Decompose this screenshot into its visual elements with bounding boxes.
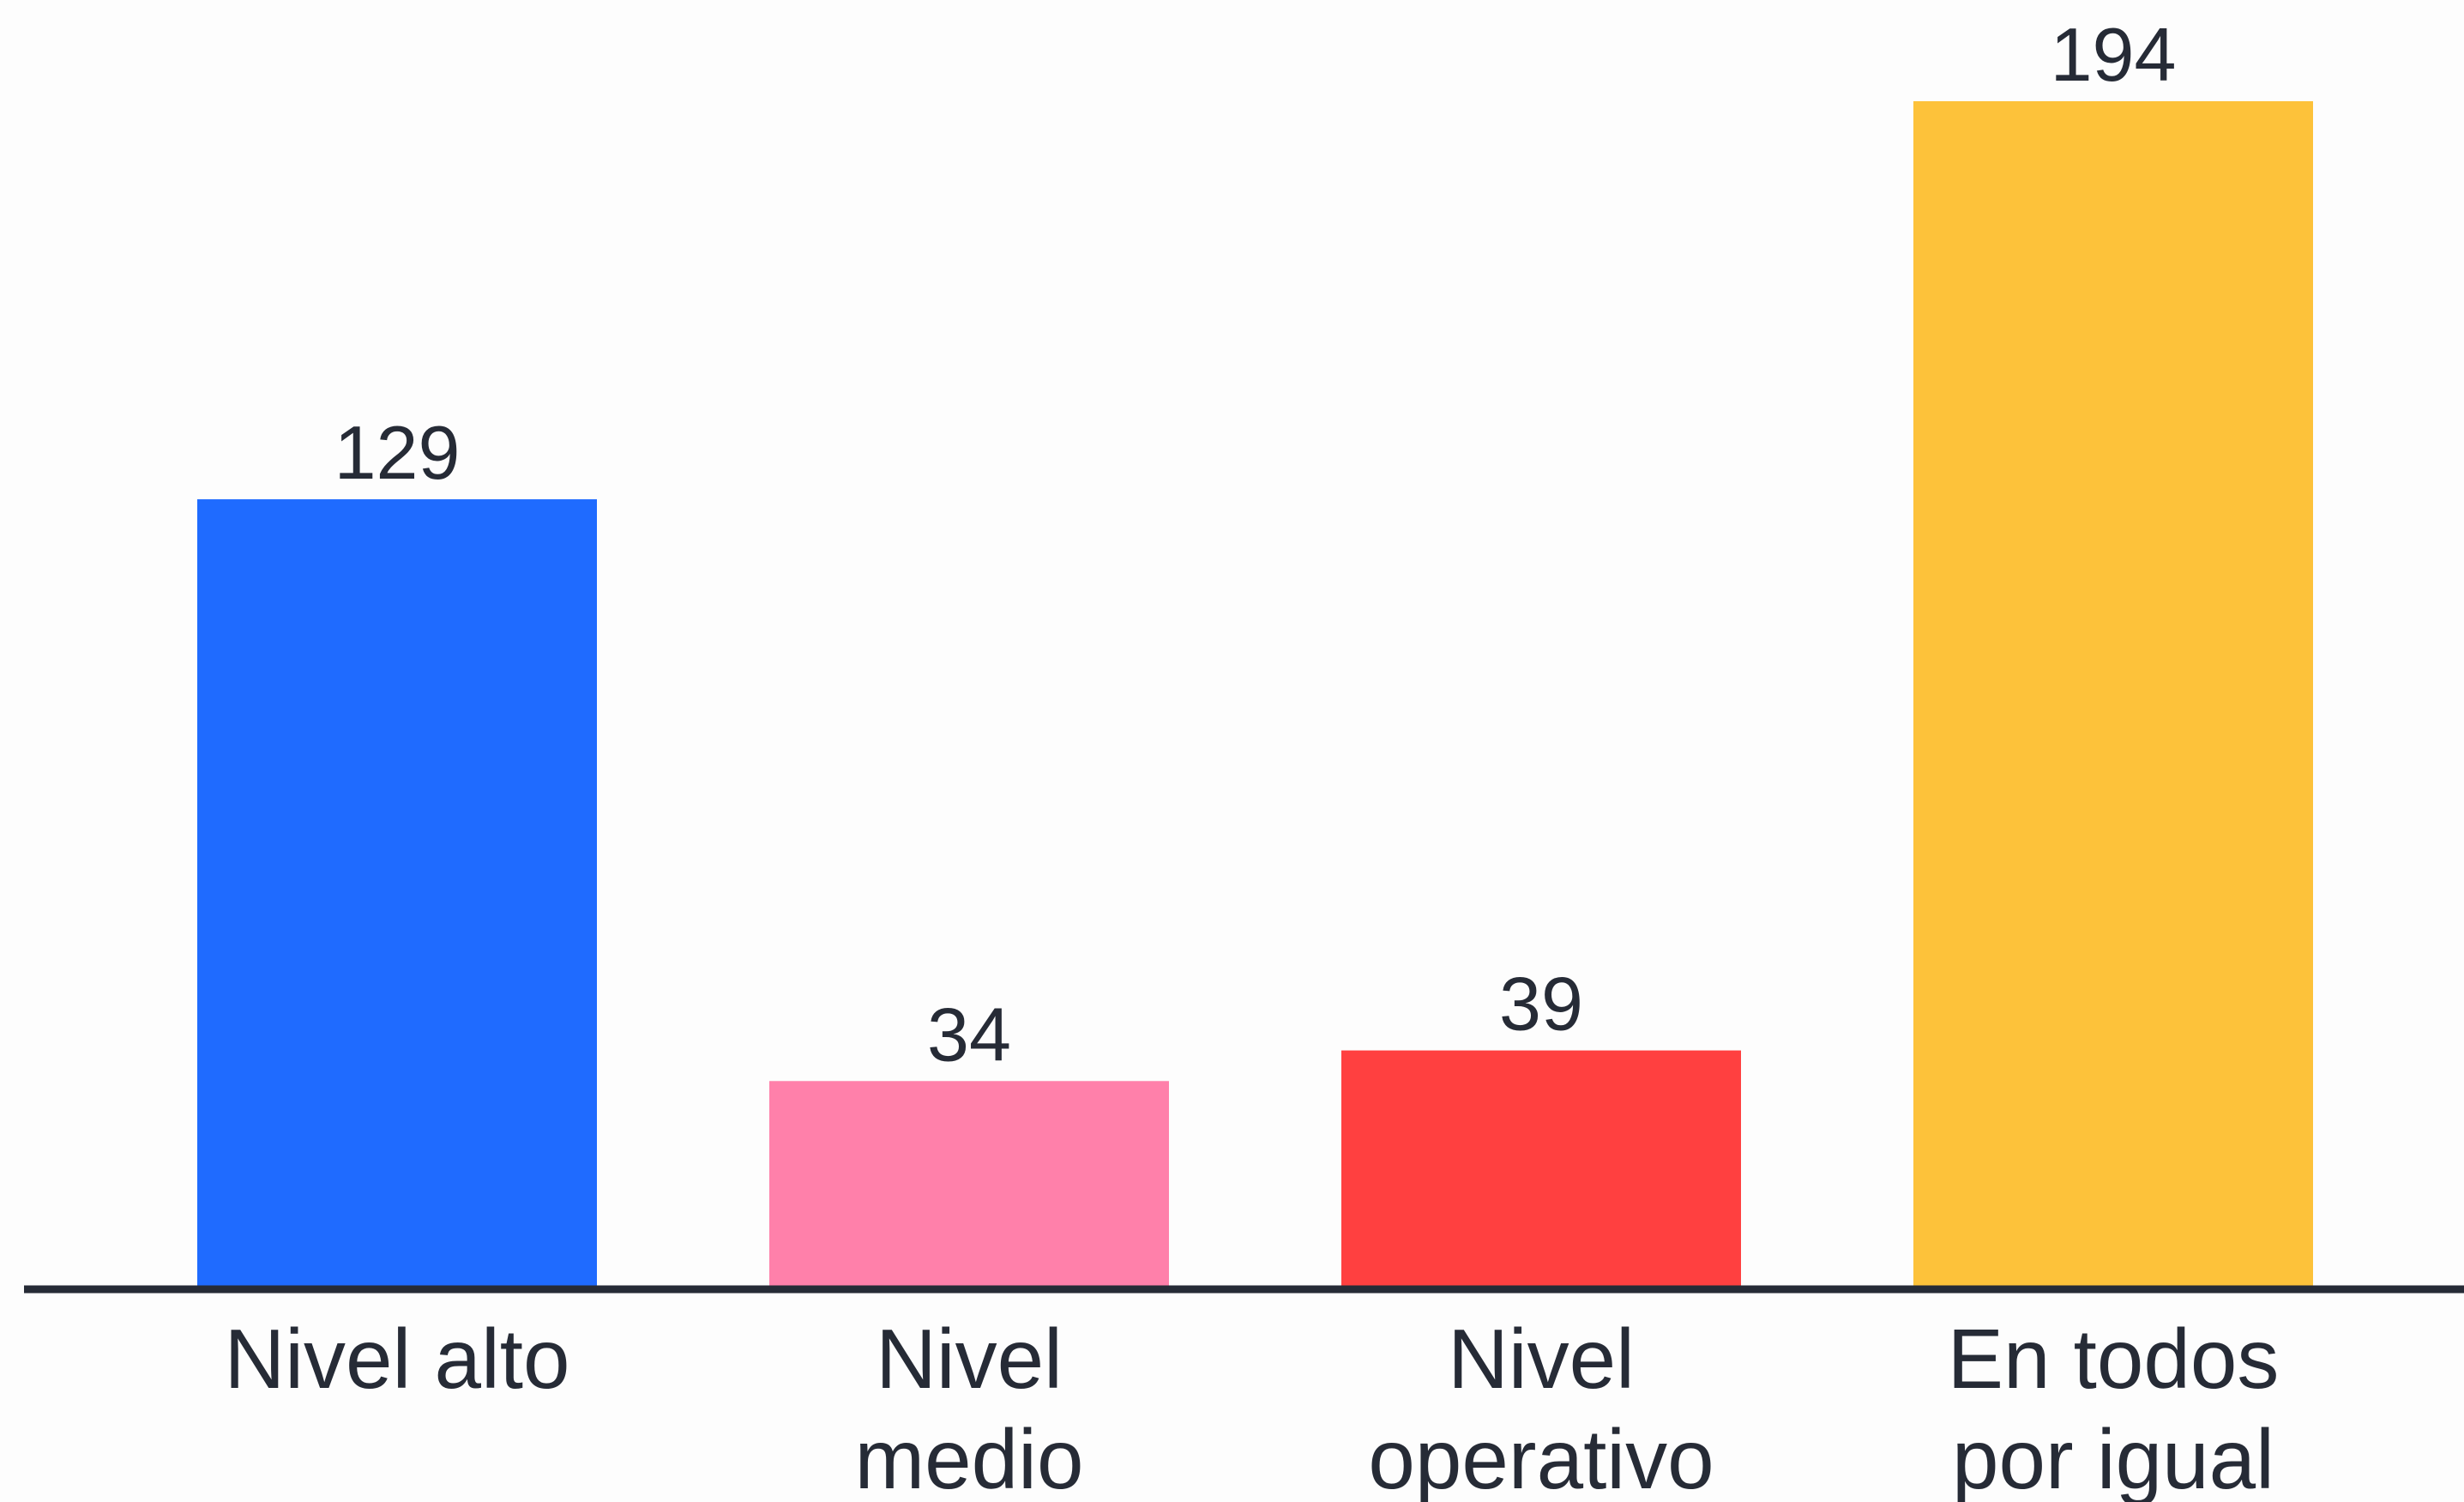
category-label: Nivel (876, 1312, 1063, 1406)
category-label: medio (855, 1412, 1084, 1502)
value-labels-group: 129 34 39 194 (334, 12, 2177, 1077)
bar (1913, 101, 2313, 1289)
bar (769, 1081, 1169, 1289)
bar-value-label: 129 (334, 410, 461, 495)
bar (197, 499, 597, 1289)
bars-group (197, 101, 2313, 1289)
category-label: Nivel alto (224, 1312, 569, 1406)
bar-value-label: 194 (2051, 12, 2177, 97)
category-label: operativo (1368, 1412, 1714, 1502)
bar-value-label: 39 (1499, 962, 1583, 1047)
category-label: por igual (1952, 1412, 2274, 1502)
bar (1341, 1050, 1741, 1289)
category-label: En todos (1948, 1312, 2280, 1406)
category-label: Nivel (1448, 1312, 1635, 1406)
bar-value-label: 34 (927, 992, 1011, 1077)
